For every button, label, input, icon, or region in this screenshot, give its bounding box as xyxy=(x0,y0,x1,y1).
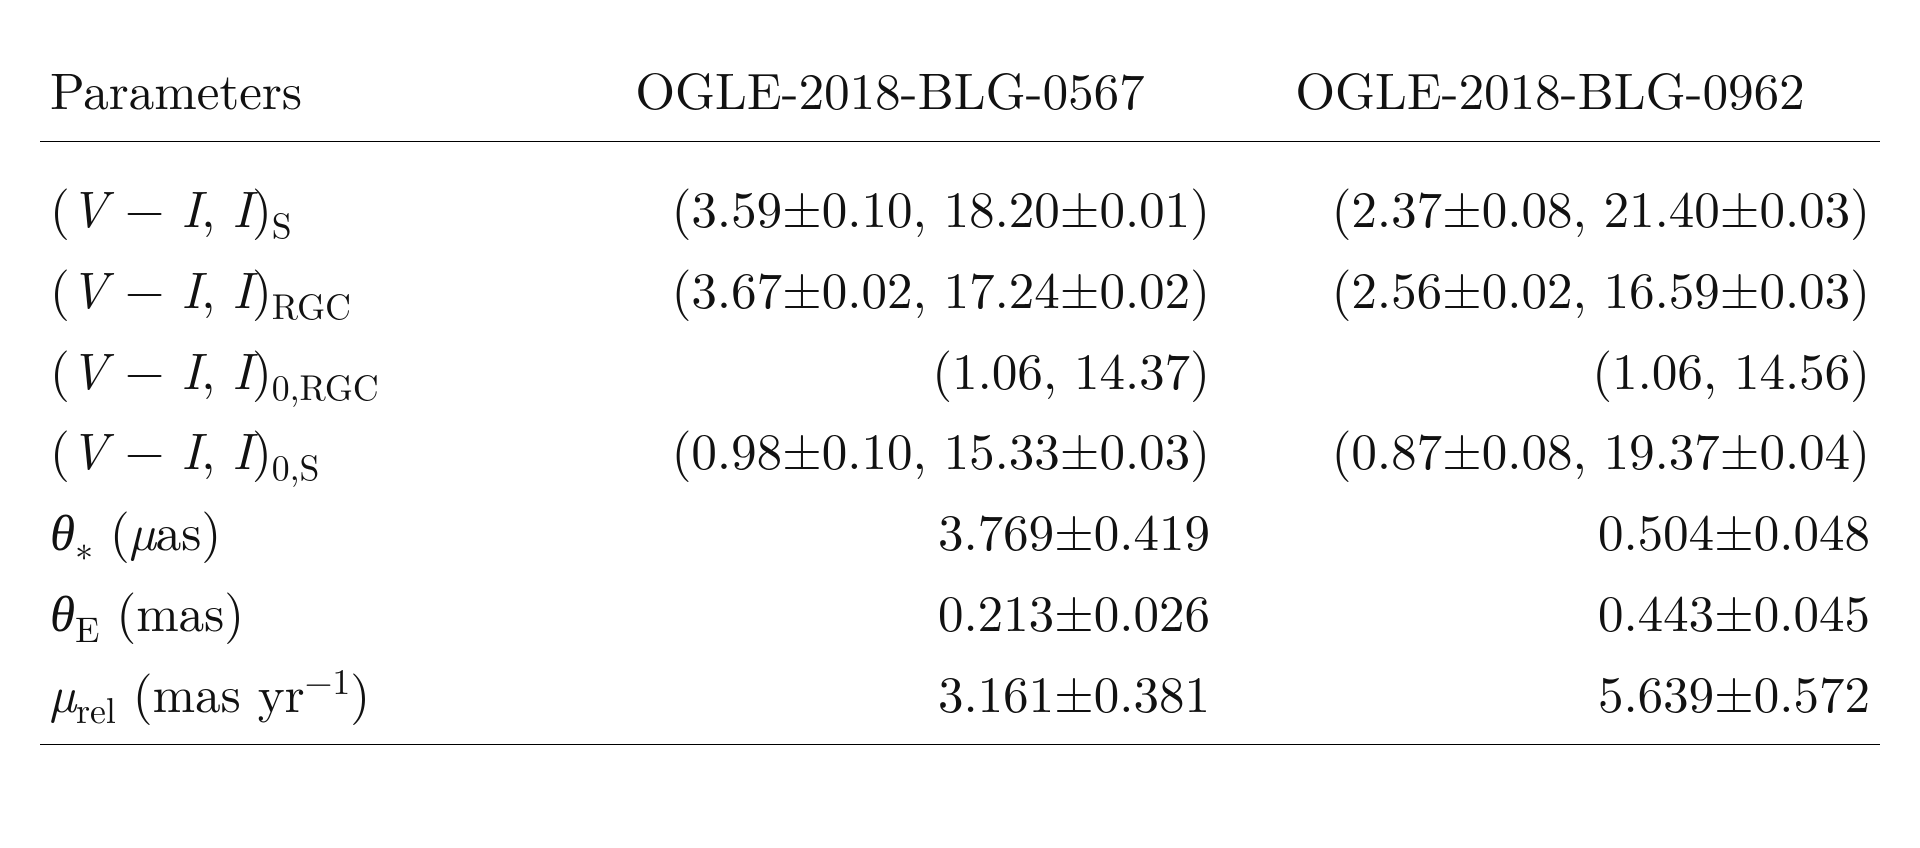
value-cell: 5.639±0.572 xyxy=(1220,651,1880,744)
param-cell: (V − I, I)0,RGC xyxy=(40,328,560,409)
value-cell: (0.87±0.08, 19.37±0.04) xyxy=(1220,408,1880,489)
table-row: (V − I, I)0,S (0.98±0.10, 15.33±0.03) (0… xyxy=(40,408,1880,489)
col-header-ogle-0567: OGLE-2018-BLG-0567 xyxy=(560,28,1220,141)
value-cell: 0.504±0.048 xyxy=(1220,489,1880,570)
value-cell: (2.56±0.02, 16.59±0.03) xyxy=(1220,247,1880,328)
table-row: (V − I, I)0,RGC (1.06, 14.37) (1.06, 14.… xyxy=(40,328,1880,409)
value-cell: 3.161±0.381 xyxy=(560,651,1220,744)
value-cell: (3.67±0.02, 17.24±0.02) xyxy=(560,247,1220,328)
table-header-row: Parameters OGLE-2018-BLG-0567 OGLE-2018-… xyxy=(40,28,1880,141)
value-cell: (1.06, 14.37) xyxy=(560,328,1220,409)
table-row: µrel (mas yr−1) 3.161±0.381 5.639±0.572 xyxy=(40,651,1880,744)
table-row: (V − I, I)S (3.59±0.10, 18.20±0.01) (2.3… xyxy=(40,141,1880,246)
param-cell: (V − I, I)S xyxy=(40,141,560,246)
table-body: (V − I, I)S (3.59±0.10, 18.20±0.01) (2.3… xyxy=(40,141,1880,744)
value-cell: (3.59±0.10, 18.20±0.01) xyxy=(560,141,1220,246)
param-cell: θE (mas) xyxy=(40,570,560,651)
param-cell: µrel (mas yr−1) xyxy=(40,651,560,744)
param-cell: (V − I, I)0,S xyxy=(40,408,560,489)
value-cell: (1.06, 14.56) xyxy=(1220,328,1880,409)
param-cell: θ∗ (µas) xyxy=(40,489,560,570)
value-cell: 0.443±0.045 xyxy=(1220,570,1880,651)
value-cell: 0.213±0.026 xyxy=(560,570,1220,651)
value-cell: (0.98±0.10, 15.33±0.03) xyxy=(560,408,1220,489)
value-cell: 3.769±0.419 xyxy=(560,489,1220,570)
col-header-ogle-0962: OGLE-2018-BLG-0962 xyxy=(1220,28,1880,141)
value-cell: (2.37±0.08, 21.40±0.03) xyxy=(1220,141,1880,246)
col-header-parameters: Parameters xyxy=(40,28,560,141)
table-container: Parameters OGLE-2018-BLG-0567 OGLE-2018-… xyxy=(0,0,1920,848)
table-row: θ∗ (µas) 3.769±0.419 0.504±0.048 xyxy=(40,489,1880,570)
table-row: θE (mas) 0.213±0.026 0.443±0.045 xyxy=(40,570,1880,651)
data-table: Parameters OGLE-2018-BLG-0567 OGLE-2018-… xyxy=(40,28,1880,745)
table-row: (V − I, I)RGC (3.67±0.02, 17.24±0.02) (2… xyxy=(40,247,1880,328)
param-cell: (V − I, I)RGC xyxy=(40,247,560,328)
